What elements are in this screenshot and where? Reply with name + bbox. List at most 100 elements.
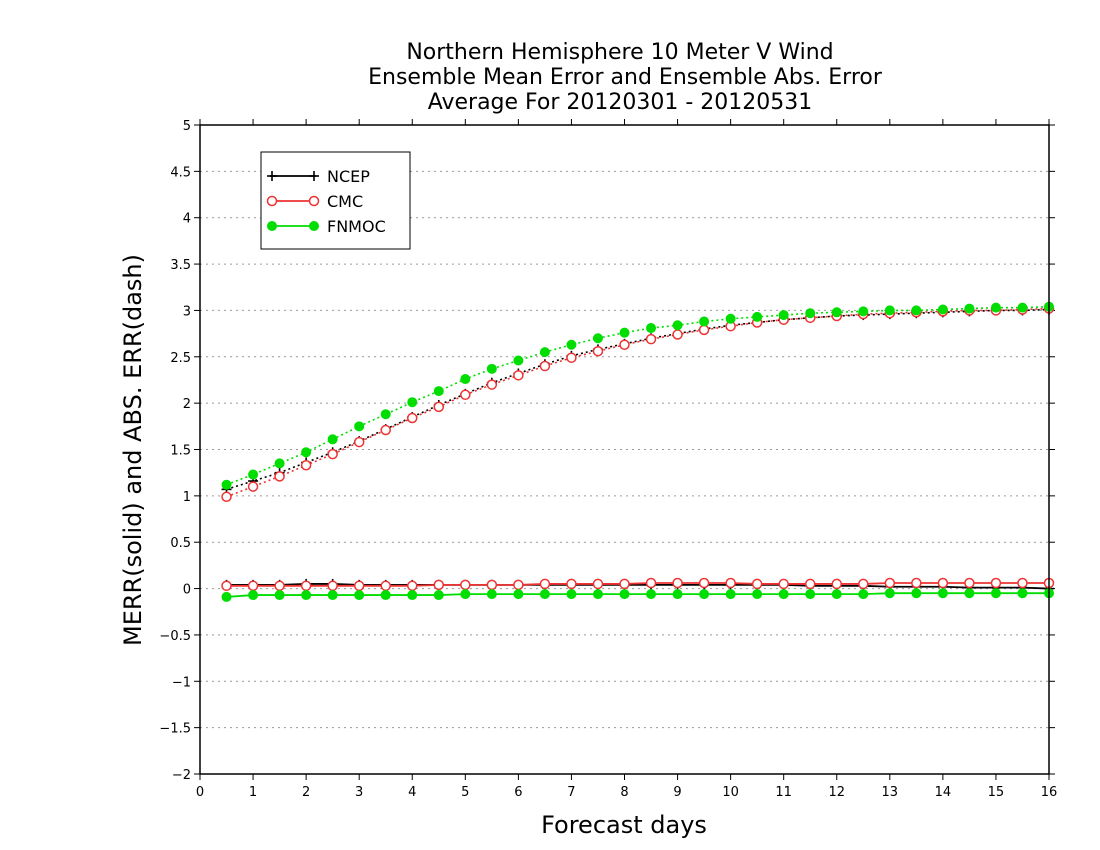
cmc-mean-error-point (751, 578, 763, 590)
cmc-mean-error-point (486, 579, 498, 591)
fnmoc-abs-error-point (221, 479, 232, 490)
cmc-abs-error-point (698, 324, 710, 336)
cmc-abs-error-point (407, 412, 418, 424)
cmc-abs-error-point (353, 436, 365, 448)
ncep-abs-error-line (226, 308, 1050, 491)
x-tick-label: 3 (355, 785, 363, 800)
y-tick-label: 3.5 (170, 258, 191, 273)
x-axis-title: Forecast days (541, 811, 707, 839)
x-tick-label: 5 (461, 785, 469, 800)
legend-marker-ncep (309, 171, 319, 181)
x-tick-label: 6 (514, 785, 522, 800)
fnmoc-abs-error-point (301, 447, 312, 458)
x-tick-label: 13 (882, 785, 899, 800)
legend-marker-cmc (308, 195, 320, 207)
fnmoc-abs-error-point (539, 347, 550, 358)
cmc-mean-error-point (911, 577, 922, 589)
x-tick-label: 8 (620, 785, 628, 800)
plot-series (221, 301, 1055, 602)
fnmoc-mean-error-point (460, 589, 471, 600)
fnmoc-mean-error-point (884, 588, 895, 599)
cmc-mean-error-point (698, 577, 710, 589)
series-fnmoc (221, 301, 1054, 602)
fnmoc-mean-error-point (990, 588, 1001, 599)
legend-marker-fnmoc (267, 221, 277, 231)
cmc-mean-error-point (460, 579, 471, 591)
y-tick-label: 0.5 (170, 536, 191, 551)
fnmoc-abs-error-point (858, 306, 869, 317)
fnmoc-mean-error-point (248, 590, 259, 601)
y-tick-label: −2 (172, 768, 191, 783)
fnmoc-mean-error-point (964, 588, 975, 599)
fnmoc-abs-error-point (248, 469, 259, 480)
cmc-mean-error-point (937, 577, 949, 589)
cmc-abs-error-point (221, 491, 232, 503)
cmc-mean-error-point (990, 577, 1002, 589)
y-tick-label: 1.5 (170, 444, 191, 459)
fnmoc-abs-error-point (592, 333, 603, 344)
fnmoc-abs-error-point (937, 304, 948, 315)
fnmoc-mean-error-point (646, 589, 657, 600)
x-tick-label: 2 (302, 785, 310, 800)
cmc-mean-error-point (247, 580, 259, 592)
legend-label-cmc: CMC (327, 192, 363, 211)
legend-marker-ncep (267, 171, 277, 181)
cmc-abs-error-point (327, 448, 338, 460)
title-line-3: Average For 20120301 - 20120531 (428, 90, 813, 115)
cmc-mean-error-point (566, 578, 577, 590)
legend-marker-cmc (266, 195, 278, 207)
cmc-mean-error-point (619, 578, 630, 590)
fnmoc-abs-error-point (778, 310, 789, 321)
grid (200, 170, 1049, 729)
cmc-mean-error-point (327, 580, 338, 592)
x-tick-label: 10 (722, 785, 739, 800)
fnmoc-abs-error-point (725, 313, 736, 324)
fnmoc-mean-error-point (592, 589, 603, 600)
fnmoc-abs-error-point (407, 397, 418, 408)
cmc-abs-error-point (566, 352, 577, 363)
cmc-mean-error-point (778, 578, 789, 590)
fnmoc-abs-error-point (672, 320, 683, 331)
fnmoc-mean-error-point (672, 589, 683, 600)
fnmoc-mean-error-point (301, 590, 312, 601)
fnmoc-abs-error-point (752, 311, 763, 322)
series-cmc (221, 303, 1055, 592)
cmc-mean-error-point (592, 578, 604, 590)
series-ncep (221, 304, 1054, 594)
x-tick-label: 16 (1041, 785, 1058, 800)
fnmoc-mean-error-point (805, 589, 816, 600)
fnmoc-mean-error-point (858, 589, 869, 600)
fnmoc-abs-error-point (990, 302, 1001, 313)
chart-title: Northern Hemisphere 10 Meter V Wind Ense… (368, 40, 883, 115)
fnmoc-abs-error-point (274, 458, 285, 469)
fnmoc-mean-error-point (327, 590, 338, 601)
fnmoc-abs-error-point (646, 323, 657, 334)
fnmoc-mean-error-point (539, 589, 550, 600)
x-tick-label: 11 (775, 785, 792, 800)
cmc-mean-error-point (300, 580, 312, 592)
cmc-mean-error-point (884, 577, 896, 589)
fnmoc-abs-error-point (513, 355, 524, 366)
fnmoc-mean-error-point (778, 589, 789, 600)
x-tick-label: 9 (673, 785, 681, 800)
y-tick-label: 3 (183, 304, 191, 319)
cmc-abs-error-point (300, 460, 312, 471)
fnmoc-mean-error-point (831, 589, 842, 600)
fnmoc-mean-error-point (937, 588, 948, 599)
fnmoc-mean-error-point (221, 591, 232, 602)
fnmoc-mean-error-point (274, 590, 285, 601)
fnmoc-abs-error-point (699, 316, 710, 327)
cmc-mean-error-point (274, 580, 285, 592)
y-tick-label: −0.5 (159, 629, 191, 644)
fnmoc-abs-error-point (805, 308, 816, 319)
y-axis-title: MERR(solid) and ABS. ERR(dash) (119, 254, 147, 646)
fnmoc-mean-error-point (725, 589, 736, 600)
y-axis-ticks: −2 −1.5 −1 −0.5 0 0.5 1 1.5 2 2.5 3 3.5 4 4.5 5 (159, 119, 1055, 783)
fnmoc-mean-error-point (433, 590, 444, 601)
cmc-abs-error-point (645, 333, 657, 345)
cmc-mean-error-point (539, 578, 551, 590)
fnmoc-mean-error-point (699, 589, 710, 600)
fnmoc-abs-error-point (619, 327, 630, 338)
fnmoc-mean-error-point (513, 589, 524, 600)
